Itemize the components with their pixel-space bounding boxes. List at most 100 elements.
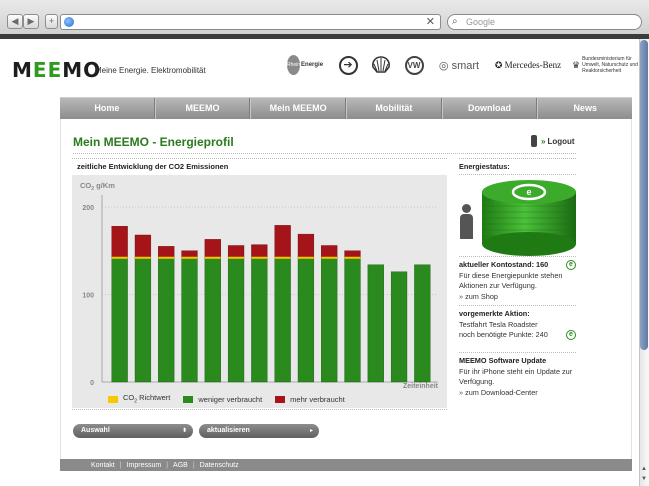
legend-swatch (108, 395, 118, 403)
chevron-icon: » (541, 136, 546, 146)
bmu-logo[interactable]: ♛ Bundesministerium für Umwelt, Natursch… (572, 54, 642, 76)
shell-icon (372, 56, 390, 73)
bar-weniger (204, 257, 221, 383)
bar-mehr (204, 239, 221, 258)
forward-button[interactable]: ▶ (23, 14, 39, 29)
nav-item-news[interactable]: News (537, 98, 632, 119)
chevron-right-icon: ▸ (309, 428, 313, 434)
aktion-block: vorgemerkte Aktion: Testfahrt Tesla Road… (459, 309, 576, 341)
shop-link[interactable]: » zum Shop (459, 291, 498, 301)
bmu-text: Bundesministerium für Umwelt, Naturschut… (582, 56, 638, 74)
update-block: MEEMO Software Update Für ihr iPhone ste… (459, 356, 576, 398)
chart-heading: zeitliche Entwicklung der CO2 Emissionen (77, 162, 229, 171)
bar-mehr (274, 225, 291, 258)
search-input[interactable]: ⌕ Google (447, 14, 642, 30)
footer-link-datenschutz[interactable]: Datenschutz (199, 461, 239, 469)
chart-legend: CO2 Richtwert weniger verbraucht mehr ve… (72, 392, 447, 406)
bar-richtwert (344, 256, 361, 259)
vw-logo[interactable]: VW (403, 54, 425, 76)
rheinenergie-logo[interactable]: Rhein Energie (286, 54, 323, 76)
bar-mehr (158, 246, 175, 258)
bar-mehr (134, 234, 152, 258)
energy-stack-icon: e (482, 180, 576, 256)
divider (459, 305, 576, 306)
scrollbar-thumb[interactable] (640, 40, 648, 350)
aktion-heading: vorgemerkte Aktion: (459, 309, 530, 318)
bar-weniger (297, 257, 315, 383)
co2-chart: CO2 g/Km 0 100 200 Zeiteinheit (80, 181, 439, 390)
footer-separator: | (119, 461, 122, 469)
divider (459, 256, 576, 257)
mercedes-benz-logo[interactable]: ✪ Mercedes-Benz (494, 59, 562, 70)
main-nav: Home MEEMO Mein MEEMO Mobilität Download… (60, 97, 632, 119)
bar-richtwert (251, 256, 268, 259)
footer-link-kontakt[interactable]: Kontakt (91, 461, 115, 469)
divider (73, 153, 576, 154)
auswahl-dropdown[interactable]: Auswahl ⬍ (73, 424, 193, 438)
legend-item: mehr verbraucht (275, 395, 345, 404)
shell-logo[interactable] (369, 54, 393, 76)
stop-icon[interactable]: ✕ (425, 16, 435, 28)
kontostand-label: aktueller Kontostand: 160 (459, 260, 549, 269)
nav-item-mein-meemo[interactable]: Mein MEEMO (250, 98, 347, 119)
bar-mehr (344, 250, 361, 258)
bar-richtwert (298, 256, 314, 259)
toolbar-divider (0, 34, 649, 39)
page-title: Mein MEEMO - Energieprofil (73, 135, 234, 149)
arrow-icon: ➔ (338, 55, 358, 75)
logo-part: M (12, 58, 33, 82)
bar-weniger (390, 271, 408, 383)
rheinenergie-circle: Rhein (286, 55, 301, 75)
footer-link-impressum[interactable]: Impressum (126, 461, 162, 469)
logout-link[interactable]: » Logout (531, 135, 575, 147)
aktualisieren-button[interactable]: aktualisieren ▸ (199, 424, 319, 438)
download-center-link[interactable]: » zum Download-Center (459, 387, 538, 397)
scroll-arrows[interactable]: ▲ ▼ (641, 466, 647, 482)
smart-logo[interactable]: ◎ smart (438, 59, 480, 72)
bar-richtwert (135, 256, 151, 259)
nav-item-meemo[interactable]: MEEMO (154, 98, 251, 119)
nav-item-mobilitaet[interactable]: Mobilität (346, 98, 442, 119)
arrow-partner-logo[interactable]: ➔ (337, 54, 359, 76)
bar-mehr (321, 245, 338, 258)
add-bookmark-button[interactable]: + (45, 14, 58, 29)
bar-richtwert (204, 256, 221, 259)
y-tick-label: 200 (82, 205, 94, 212)
footer: Kontakt | Impressum | AGB | Datenschutz (60, 459, 632, 471)
eagle-icon: ♛ (572, 60, 581, 70)
footer-separator: | (192, 461, 195, 469)
address-bar[interactable]: ✕ (60, 14, 441, 30)
bar-weniger (181, 257, 198, 383)
bar-weniger (274, 257, 291, 383)
bar-richtwert (228, 256, 244, 259)
bar-weniger (158, 257, 175, 383)
globe-icon (64, 17, 74, 27)
legend-item: CO2 Richtwert (108, 393, 170, 405)
footer-separator: | (166, 461, 169, 469)
nav-item-download[interactable]: Download (441, 98, 538, 119)
meemo-logo[interactable]: MEEMO (12, 58, 101, 82)
bar-weniger (321, 257, 338, 383)
aktion-points: noch benötigte Punkte: 240 (459, 330, 548, 339)
kontostand-block: aktueller Kontostand: 160 e Für diese En… (459, 260, 576, 302)
energy-e-label: e (526, 187, 531, 197)
tagline: Meine Energie. Elektromobilität (95, 66, 206, 75)
bar-richtwert (274, 256, 291, 259)
y-tick-label: 0 (90, 380, 94, 387)
bar-richtwert (111, 256, 128, 259)
legend-item: weniger verbraucht (183, 395, 262, 404)
aktion-text: Testfahrt Tesla Roadster (459, 319, 538, 329)
kontostand-text: Für diese Energiepunkte stehen Aktionen … (459, 270, 563, 291)
logo-part-green: EE (32, 58, 63, 82)
divider (459, 352, 576, 353)
logo-part: MO (62, 58, 102, 82)
y-axis-label: CO2 g/Km (80, 181, 115, 192)
info-icon (531, 135, 537, 147)
nav-item-home[interactable]: Home (60, 98, 155, 119)
search-placeholder: Google (466, 17, 496, 27)
back-button[interactable]: ◀ (7, 14, 23, 29)
footer-link-agb[interactable]: AGB (173, 461, 188, 469)
vw-icon: VW (404, 55, 424, 75)
bar-richtwert (321, 256, 338, 259)
legend-label: weniger verbraucht (198, 394, 263, 404)
